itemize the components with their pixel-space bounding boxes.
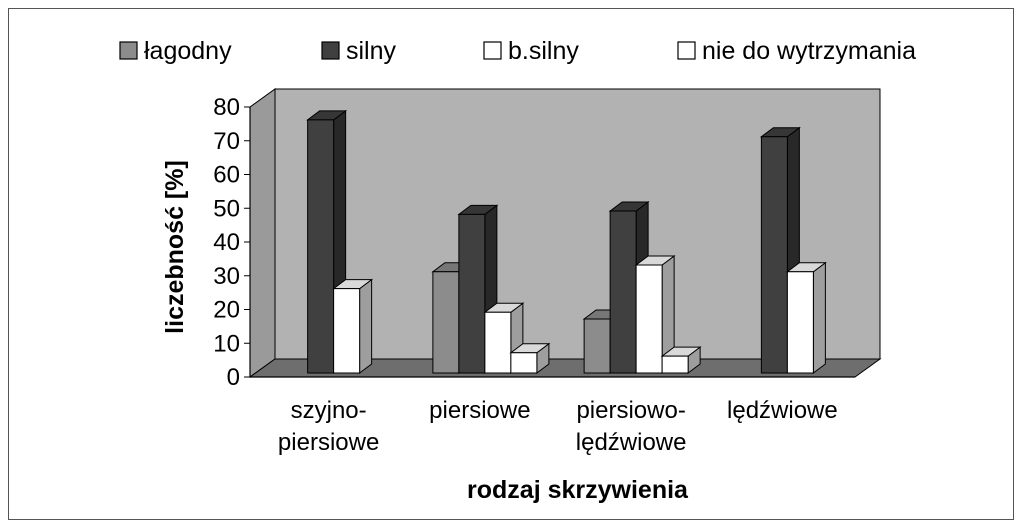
x-tick-label: piersiowo- [576, 397, 685, 424]
x-tick-label: piersiowe [429, 397, 530, 424]
y-tick-label: 30 [213, 263, 240, 290]
bar [332, 278, 374, 374]
legend-swatch [483, 41, 502, 60]
y-tick-label: 70 [213, 128, 240, 155]
legend-label: łagodny [144, 37, 232, 65]
y-tick-label: 10 [213, 330, 240, 357]
y-axis-title: liczebność [%] [161, 160, 189, 334]
legend-swatch [677, 41, 696, 60]
y-tick-label: 80 [213, 94, 240, 121]
legend-label: silny [346, 37, 397, 65]
bar [785, 261, 827, 374]
y-tick-label: 0 [227, 364, 240, 391]
bar [660, 346, 702, 374]
y-tick-label: 20 [213, 297, 240, 324]
bar [483, 302, 525, 374]
legend-label: nie do wytrzymania [702, 37, 916, 65]
x-tick-label: szyjno- [291, 397, 367, 424]
y-tick-label: 40 [213, 229, 240, 256]
x-axis-title: rodzaj skrzywienia [467, 476, 689, 504]
y-tick-label: 60 [213, 162, 240, 189]
side-wall [249, 88, 276, 378]
bar [509, 342, 551, 374]
y-tick-label: 50 [213, 195, 240, 222]
legend-swatch [321, 41, 340, 60]
legend-label: b.silny [508, 37, 579, 65]
x-tick-label: piersiowe [278, 429, 379, 456]
x-tick-label: lędźwiowe [727, 397, 838, 424]
legend-swatch [119, 41, 138, 60]
x-tick-label: lędźwiowe [576, 429, 687, 456]
